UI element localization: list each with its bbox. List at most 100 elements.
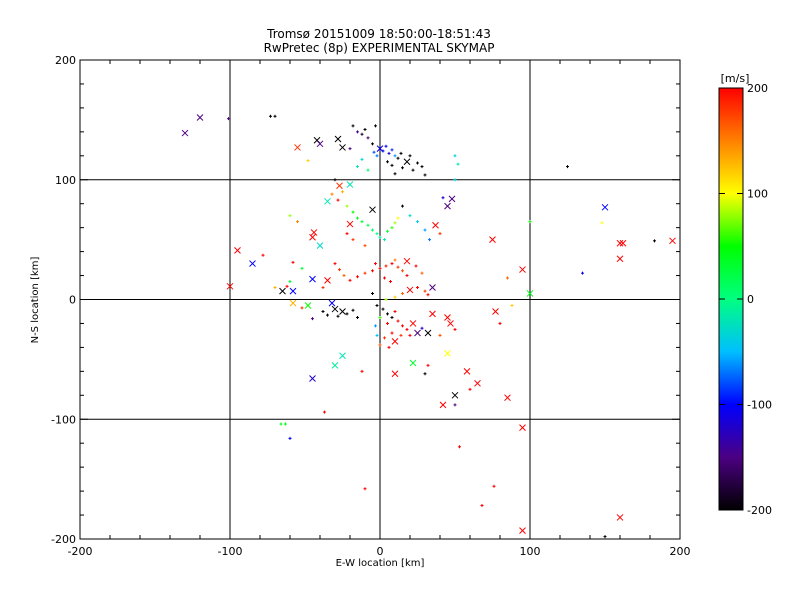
cross-stroke bbox=[616, 239, 624, 247]
data-point-cross bbox=[369, 206, 376, 214]
data-point-cross bbox=[294, 144, 301, 151]
cross-stroke bbox=[369, 206, 376, 214]
data-point-plus bbox=[227, 117, 230, 121]
data-point-plus bbox=[453, 403, 457, 407]
grid bbox=[80, 60, 680, 539]
data-point-plus bbox=[284, 422, 287, 426]
data-point-plus bbox=[414, 264, 418, 268]
y-tick-label: 0 bbox=[69, 294, 76, 307]
data-point-plus bbox=[360, 220, 364, 224]
data-point-plus bbox=[393, 295, 397, 299]
data-point-plus bbox=[375, 333, 379, 337]
cross-stroke bbox=[447, 320, 454, 327]
data-point-plus bbox=[390, 163, 394, 167]
cross-stroke bbox=[489, 236, 496, 243]
data-point-plus bbox=[288, 436, 292, 440]
data-point-plus bbox=[390, 331, 394, 335]
cross-stroke bbox=[474, 379, 481, 387]
cross-stroke bbox=[444, 314, 451, 321]
data-point-cross bbox=[504, 394, 511, 402]
data-point-cross bbox=[519, 527, 526, 534]
title-line-2: RwPretec (8p) EXPERIMENTAL SKYMAP bbox=[264, 41, 495, 55]
data-point-plus bbox=[374, 262, 377, 266]
cross-stroke bbox=[616, 255, 624, 263]
data-point-cross bbox=[328, 299, 336, 307]
cross-stroke bbox=[324, 197, 331, 205]
data-point-plus bbox=[393, 309, 397, 313]
data-point-plus bbox=[386, 312, 389, 316]
data-point-plus bbox=[306, 159, 310, 163]
data-point-plus bbox=[426, 293, 430, 297]
data-point-cross bbox=[309, 275, 316, 283]
data-point-plus bbox=[363, 271, 367, 275]
data-point-cross bbox=[403, 257, 411, 265]
data-point-cross bbox=[616, 514, 624, 521]
data-point-cross bbox=[451, 391, 459, 399]
data-point-plus bbox=[396, 319, 400, 323]
data-point-cross bbox=[414, 329, 421, 337]
x-axis-label: E-W location [km] bbox=[336, 558, 425, 569]
cross-stroke bbox=[391, 370, 399, 378]
colorbar-label: [m/s] bbox=[721, 72, 750, 85]
data-point-plus bbox=[396, 265, 400, 269]
data-point-plus bbox=[336, 198, 340, 202]
cross-stroke bbox=[331, 362, 339, 369]
data-point-plus bbox=[381, 149, 385, 153]
data-point-cross bbox=[289, 299, 297, 307]
colorbar: [m/s] 200 100 0 -100 -200 bbox=[718, 72, 772, 517]
data-point-cross bbox=[310, 229, 318, 236]
data-point-plus bbox=[341, 190, 344, 194]
data-point-plus bbox=[375, 232, 379, 236]
data-point-plus bbox=[468, 387, 472, 391]
data-point-cross bbox=[331, 305, 339, 313]
data-point-plus bbox=[399, 151, 403, 155]
cross-stroke bbox=[601, 203, 609, 211]
data-point-cross bbox=[304, 302, 312, 309]
data-point-plus bbox=[393, 221, 397, 225]
cross-stroke bbox=[328, 299, 336, 307]
data-point-plus bbox=[372, 150, 376, 154]
data-point-plus bbox=[384, 264, 388, 268]
cross-stroke bbox=[669, 237, 676, 245]
data-point-cross bbox=[391, 370, 399, 378]
cross-stroke bbox=[331, 305, 339, 313]
data-point-plus bbox=[393, 154, 397, 158]
data-point-plus bbox=[323, 410, 326, 414]
data-point-cross bbox=[669, 237, 676, 245]
data-point-plus bbox=[453, 154, 457, 158]
y-tick-label: 100 bbox=[55, 174, 76, 187]
cross-stroke bbox=[226, 282, 234, 290]
data-point-plus bbox=[386, 160, 389, 164]
data-point-plus bbox=[416, 161, 419, 165]
cross-stroke bbox=[289, 287, 297, 295]
data-point-cross bbox=[429, 284, 436, 291]
x-tick-label: 0 bbox=[377, 545, 384, 558]
data-point-plus bbox=[342, 274, 346, 278]
cross-stroke bbox=[519, 527, 526, 534]
cross-stroke bbox=[309, 233, 316, 241]
data-point-plus bbox=[360, 157, 364, 161]
data-point-plus bbox=[510, 303, 514, 307]
data-point-plus bbox=[423, 173, 427, 177]
data-point-plus bbox=[333, 178, 337, 182]
data-point-cross bbox=[474, 379, 481, 387]
data-point-plus bbox=[399, 333, 403, 337]
data-point-plus bbox=[405, 327, 409, 331]
cross-stroke bbox=[339, 308, 346, 315]
data-point-plus bbox=[401, 324, 404, 328]
data-point-plus bbox=[336, 314, 340, 318]
data-point-cross bbox=[492, 308, 499, 315]
data-point-plus bbox=[653, 239, 656, 243]
data-point-plus bbox=[566, 165, 569, 169]
data-point-cross bbox=[339, 352, 346, 360]
data-point-plus bbox=[363, 487, 367, 491]
cross-stroke bbox=[403, 257, 411, 265]
x-tick-label: -200 bbox=[68, 545, 93, 558]
data-point-plus bbox=[348, 147, 352, 151]
data-point-cross bbox=[526, 290, 534, 297]
data-point-plus bbox=[390, 148, 394, 152]
data-point-plus bbox=[356, 315, 359, 319]
colorbar-tick-label: 0 bbox=[747, 293, 754, 306]
data-point-plus bbox=[366, 223, 370, 227]
